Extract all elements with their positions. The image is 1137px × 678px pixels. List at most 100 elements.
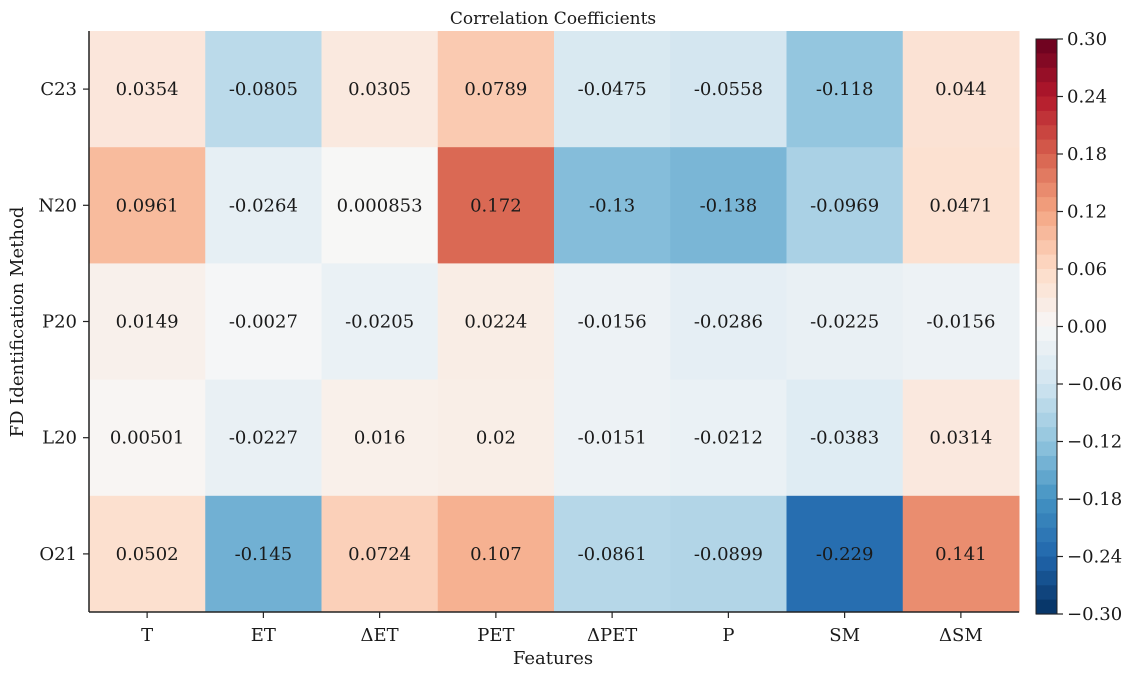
cell-value-label: 0.0724 bbox=[348, 544, 411, 565]
colorbar-segment bbox=[1036, 125, 1057, 141]
heatmap-cell bbox=[554, 31, 671, 148]
heatmap-cell bbox=[670, 147, 787, 264]
heatmap-cell bbox=[786, 263, 904, 381]
heatmap-cells bbox=[89, 31, 1020, 613]
cell-value-label: -0.0264 bbox=[229, 195, 298, 216]
colorbar-segment bbox=[1036, 398, 1057, 414]
colorbar-segment bbox=[1036, 369, 1057, 385]
heatmap-cell bbox=[89, 263, 206, 381]
y-tick-label: C23 bbox=[40, 79, 77, 100]
cell-value-label: -0.13 bbox=[589, 195, 635, 216]
colorbar-segment bbox=[1036, 197, 1057, 213]
colorbar-segment bbox=[1036, 312, 1057, 328]
colorbar bbox=[1035, 38, 1058, 615]
heatmap-cell bbox=[89, 495, 206, 613]
heatmap-cell bbox=[670, 263, 787, 381]
colorbar-segment bbox=[1036, 283, 1057, 299]
x-tick-label: SM bbox=[829, 625, 860, 646]
cell-value-label: 0.141 bbox=[935, 544, 987, 565]
colorbar-tick-label: −0.12 bbox=[1067, 432, 1122, 453]
cell-value-label: -0.0156 bbox=[926, 312, 995, 333]
heatmap-cell bbox=[670, 495, 787, 613]
colorbar-segment bbox=[1036, 82, 1057, 98]
x-tick-label: P bbox=[722, 625, 734, 646]
heatmap-cell bbox=[786, 495, 904, 613]
colorbar-segment bbox=[1036, 484, 1057, 500]
colorbar-segment bbox=[1036, 168, 1057, 184]
colorbar-segment bbox=[1036, 384, 1057, 399]
heatmap-cell bbox=[670, 31, 787, 148]
colorbar-tick-label: 0.30 bbox=[1067, 29, 1107, 50]
heatmap-cell bbox=[205, 379, 322, 497]
x-tick-labels: T ET ΔET PET ΔPET P SM ΔSM bbox=[141, 612, 983, 646]
colorbar-tick-label: 0.12 bbox=[1067, 202, 1107, 223]
heatmap-cell bbox=[437, 263, 555, 381]
cell-value-label: -0.0212 bbox=[694, 428, 763, 449]
colorbar-segment bbox=[1036, 412, 1057, 428]
colorbar-tick-label: 0.06 bbox=[1067, 259, 1107, 280]
cell-value-label: 0.172 bbox=[470, 195, 522, 216]
colorbar-segment bbox=[1036, 455, 1057, 471]
heatmap-cell bbox=[205, 263, 322, 381]
cell-value-label: -0.0969 bbox=[810, 195, 879, 216]
cell-value-label: -0.138 bbox=[700, 195, 758, 216]
cell-value-label: 0.0149 bbox=[116, 312, 179, 333]
cell-value-label: 0.0502 bbox=[116, 544, 179, 565]
colorbar-tick-label: −0.18 bbox=[1067, 489, 1122, 510]
colorbar-segment bbox=[1036, 211, 1057, 227]
colorbar-segment bbox=[1036, 427, 1057, 443]
heatmap-cell bbox=[786, 147, 904, 264]
cell-value-labels: 0.0354 -0.0805 0.0305 0.0789 -0.0475 -0.0558 -… bbox=[110, 79, 996, 565]
heatmap-cell bbox=[89, 379, 206, 497]
cell-value-label: -0.229 bbox=[816, 544, 874, 565]
colorbar-segment bbox=[1036, 585, 1057, 601]
heatmap-cell bbox=[89, 147, 206, 264]
colorbar-segment bbox=[1036, 470, 1057, 486]
colorbar-segment bbox=[1036, 355, 1057, 371]
cell-value-label: 0.0471 bbox=[929, 195, 992, 216]
heatmap-cell bbox=[902, 147, 1020, 264]
cell-value-label: -0.0205 bbox=[345, 312, 414, 333]
cell-value-label: -0.0383 bbox=[810, 428, 879, 449]
cell-value-label: -0.0899 bbox=[694, 544, 763, 565]
heatmap-cell bbox=[321, 379, 439, 497]
colorbar-tick-label: −0.24 bbox=[1067, 547, 1122, 568]
colorbar-segment bbox=[1036, 599, 1057, 615]
heatmap-cell bbox=[437, 379, 555, 497]
colorbar-segment bbox=[1036, 254, 1057, 270]
x-tick-label: ΔET bbox=[361, 625, 399, 646]
heatmap-cell bbox=[786, 31, 904, 148]
colorbar-segment bbox=[1036, 340, 1057, 356]
heatmap-cell bbox=[437, 495, 555, 613]
cell-value-label: -0.0156 bbox=[578, 312, 647, 333]
heatmap-cell bbox=[437, 147, 555, 264]
y-tick-label: N20 bbox=[38, 195, 77, 216]
y-tick-label: O21 bbox=[39, 544, 77, 565]
colorbar-segment bbox=[1036, 67, 1057, 83]
heatmap-cell bbox=[554, 147, 671, 264]
colorbar-segment bbox=[1036, 96, 1057, 112]
colorbar-tick-label: −0.30 bbox=[1067, 604, 1122, 625]
heatmap-cell bbox=[554, 495, 671, 613]
x-tick-label: ΔSM bbox=[939, 625, 983, 646]
heatmap-cell bbox=[205, 495, 322, 613]
colorbar-segment bbox=[1036, 182, 1057, 198]
cell-value-label: -0.0227 bbox=[229, 428, 298, 449]
colorbar-segment bbox=[1036, 513, 1057, 529]
heatmap-cell bbox=[902, 31, 1020, 148]
colorbar-tick-label: 0.18 bbox=[1067, 144, 1107, 165]
cell-value-label: 0.0789 bbox=[464, 79, 527, 100]
chart-title: Correlation Coefficients bbox=[450, 9, 656, 29]
x-tick-label: ΔPET bbox=[587, 625, 637, 646]
heatmap-cell bbox=[205, 31, 322, 148]
cell-value-label: 0.0314 bbox=[929, 428, 992, 449]
cell-value-label: -0.145 bbox=[235, 544, 293, 565]
x-tick-label: ET bbox=[251, 625, 276, 646]
heatmap-cell bbox=[902, 263, 1020, 381]
colorbar-segment bbox=[1036, 556, 1057, 572]
cell-value-label: -0.0225 bbox=[810, 312, 879, 333]
colorbar-segment bbox=[1036, 527, 1057, 543]
colorbar-segment bbox=[1036, 326, 1057, 342]
cell-value-label: 0.0305 bbox=[348, 79, 411, 100]
